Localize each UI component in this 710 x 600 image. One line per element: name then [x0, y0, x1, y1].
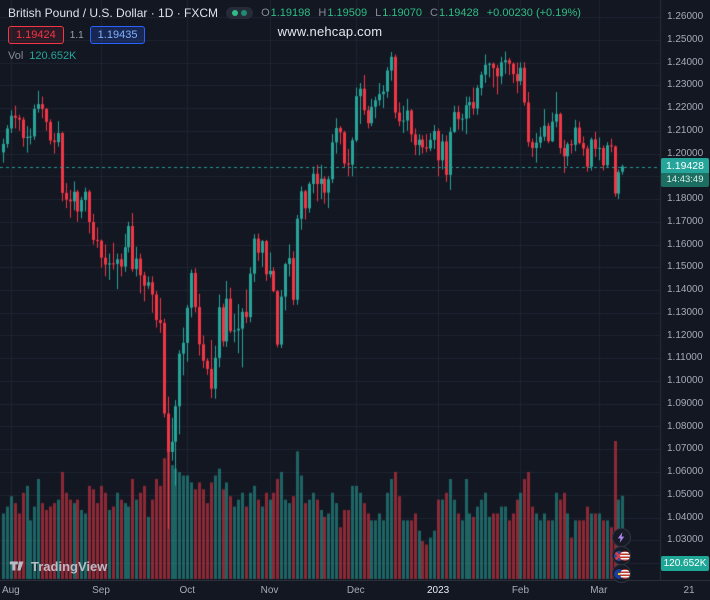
high-value: 1.19509 [327, 7, 368, 19]
time-tick-label: Feb [511, 585, 530, 596]
price-tick-label: 1.09000 [667, 397, 704, 409]
price-tick-label: 1.17000 [667, 215, 704, 227]
price-tick-label: 1.13000 [667, 306, 704, 318]
price-tick-label: 1.03000 [667, 534, 704, 546]
price-tick-label: 1.16000 [667, 238, 704, 250]
price-tick-label: 1.11000 [667, 352, 703, 364]
price-tick-label: 1.25000 [667, 33, 704, 45]
low-label: L [375, 7, 382, 19]
uk-flag-icon [613, 550, 624, 561]
time-tick-label: 21 [683, 585, 695, 596]
price-tick-label: 1.08000 [667, 420, 704, 432]
volume-label: Vol [8, 50, 24, 62]
chart-side-buttons [612, 528, 631, 583]
quick-alert-button[interactable] [612, 528, 631, 547]
volume-row: Vol 120.652K [8, 50, 581, 62]
volume-value: 120.652K [29, 50, 77, 62]
time-tick-label: Dec [346, 585, 365, 596]
price-tick-label: 1.22000 [667, 102, 704, 113]
chart-legend: British Pound / U.S. Dollar · 1D · FXCM … [8, 6, 581, 62]
price-tick-label: 1.07000 [667, 443, 704, 455]
price-tick-label: 1.14000 [667, 284, 704, 295]
price-tick-label: 1.23000 [667, 79, 704, 91]
status-dot-secondary [241, 10, 248, 16]
volume-axis-badge: 120.652K [661, 556, 709, 571]
bar-countdown: 14:43:49 [661, 173, 709, 187]
price-tick-label: 1.20000 [667, 147, 704, 159]
gbpusd-flags-button[interactable] [612, 546, 631, 565]
price-tick-label: 1.12000 [667, 329, 704, 341]
ohlc-values: O 1.19198 H 1.19509 L 1.19070 C 1.19428 +0.0… [261, 7, 581, 19]
time-tick-label: Oct [179, 585, 196, 596]
price-tick-label: 1.26000 [667, 11, 704, 22]
time-tick-label: Nov [260, 585, 279, 596]
price-tick-label: 1.10000 [667, 375, 704, 386]
change-value: +0.00230 (+0.19%) [486, 7, 581, 19]
buy-price-button[interactable]: 1.19435 [89, 26, 146, 44]
close-label: C [430, 7, 438, 19]
status-dot-primary [232, 10, 239, 16]
price-tick-label: 1.21000 [667, 124, 704, 136]
sell-price-button[interactable]: 1.19424 [8, 26, 64, 44]
time-tick-label: 2023 [426, 585, 450, 596]
last-price-badge: 1.19428 14:43:49 [661, 158, 709, 187]
open-value: 1.19198 [270, 7, 311, 19]
time-tick-label: Sep [92, 585, 110, 596]
last-price-value: 1.19428 [661, 158, 709, 173]
eurusd-flags-button[interactable] [612, 564, 631, 583]
spread-value: 1.1 [69, 29, 84, 41]
us-flag-icon [619, 568, 630, 579]
open-label: O [261, 7, 270, 19]
price-tick-label: 1.04000 [667, 511, 704, 523]
close-value: 1.19428 [438, 7, 479, 19]
bid-ask-row: 1.19424 1.1 1.19435 [8, 26, 581, 44]
high-label: H [318, 7, 327, 19]
time-axis[interactable]: Aug Sep Oct Nov Dec 2023 Feb Mar 21 [0, 580, 710, 600]
price-tick-label: 1.24000 [667, 56, 704, 68]
price-tick-label: 1.06000 [667, 466, 704, 477]
tradingview-logo-icon [9, 561, 24, 571]
price-tick-label: 1.15000 [667, 261, 704, 273]
tradingview-logo[interactable]: TradingView [8, 557, 107, 575]
price-axis[interactable]: 1.26000 1.25000 1.24000 1.23000 1.22000 1.210… [660, 0, 710, 580]
lightning-icon [617, 532, 625, 543]
legend-title-row: British Pound / U.S. Dollar · 1D · FXCM … [8, 6, 581, 20]
us-flag-icon [619, 550, 630, 561]
tradingview-logo-text: TradingView [31, 558, 108, 574]
time-tick-label: Mar [590, 585, 608, 596]
price-tick-label: 1.18000 [667, 193, 704, 204]
source-status-pill[interactable] [226, 7, 254, 19]
eu-flag-icon [613, 568, 624, 579]
symbol-title[interactable]: British Pound / U.S. Dollar · 1D · FXCM [8, 6, 219, 20]
price-tick-label: 1.05000 [667, 488, 704, 500]
time-tick-label: Aug [1, 585, 20, 596]
low-value: 1.19070 [382, 7, 422, 19]
watermark: www.nehcap.com [277, 24, 383, 39]
